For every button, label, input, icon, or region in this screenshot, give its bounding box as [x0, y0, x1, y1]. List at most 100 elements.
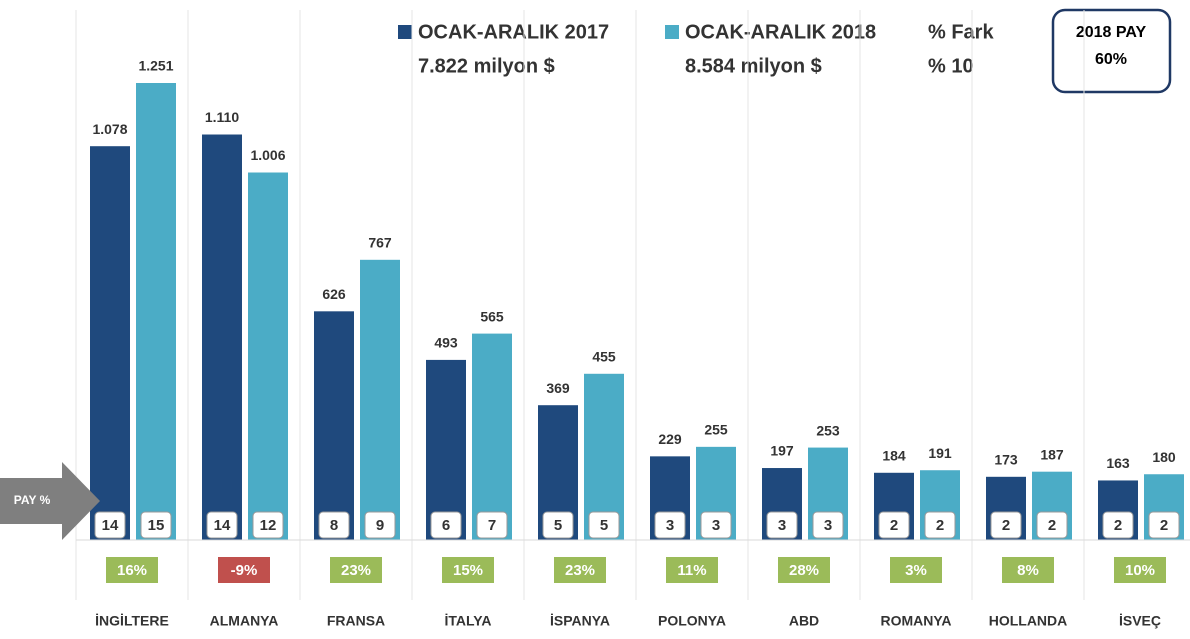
- legend-swatch: [398, 25, 412, 39]
- category-label: İSVEÇ: [1119, 613, 1161, 629]
- change-label: 16%: [117, 562, 147, 579]
- pay-box: [700, 511, 732, 539]
- value-label: 626: [322, 286, 346, 302]
- bar: [472, 333, 512, 540]
- pay-value: 14: [102, 517, 119, 534]
- value-label: 253: [816, 422, 840, 438]
- pay-value: 3: [712, 517, 720, 534]
- value-label: 184: [882, 447, 906, 463]
- pay-box: [542, 511, 574, 539]
- category-label: İNGİLTERE: [95, 613, 169, 629]
- pay-box: [140, 511, 172, 539]
- pay-box: [94, 511, 126, 539]
- bar: [90, 146, 130, 540]
- value-label: 1.110: [205, 109, 239, 125]
- change-label: 23%: [565, 562, 595, 579]
- pay-box: [1148, 511, 1180, 539]
- category-label: HOLLANDA: [989, 613, 1068, 629]
- share-box: [1051, 8, 1172, 94]
- bar: [202, 134, 242, 540]
- pay-label: PAY %: [14, 493, 51, 507]
- change-label: 3%: [905, 562, 927, 579]
- bar: [426, 359, 466, 540]
- pay-value: 2: [936, 517, 944, 534]
- category-label: ABD: [789, 613, 819, 629]
- pay-value: 2: [1114, 517, 1122, 534]
- pay-value: 6: [442, 517, 450, 534]
- bar: [314, 311, 354, 540]
- pay-box: [812, 511, 844, 539]
- pay-box: [476, 511, 508, 539]
- change-label: 28%: [789, 562, 819, 579]
- category-label: İSPANYA: [550, 613, 610, 629]
- change-box: [1002, 557, 1054, 583]
- change-box: [666, 557, 718, 583]
- legend-change-total: % 10: [928, 55, 974, 77]
- pay-box: [924, 511, 956, 539]
- value-label: 369: [546, 380, 570, 396]
- pay-value: 2: [890, 517, 898, 534]
- change-label: 15%: [453, 562, 483, 579]
- value-label: 163: [1106, 455, 1130, 471]
- pay-box: [878, 511, 910, 539]
- change-box: [442, 557, 494, 583]
- legend-change: % Fark: [928, 21, 994, 43]
- change-box: [1114, 557, 1166, 583]
- value-label: 229: [658, 431, 682, 447]
- pay-box: [766, 511, 798, 539]
- pay-value: 5: [554, 517, 562, 534]
- pay-value: 2: [1048, 517, 1056, 534]
- pay-box: [1036, 511, 1068, 539]
- change-box: [890, 557, 942, 583]
- pay-box: [252, 511, 284, 539]
- change-label: -9%: [231, 562, 258, 579]
- change-label: 8%: [1017, 562, 1039, 579]
- value-label: 1.251: [138, 58, 173, 74]
- pay-value: 2: [1160, 517, 1168, 534]
- bar: [136, 83, 176, 540]
- value-label: 191: [928, 445, 952, 461]
- pay-value: 15: [148, 517, 165, 534]
- change-box: [330, 557, 382, 583]
- change-box: [554, 557, 606, 583]
- pay-box: [588, 511, 620, 539]
- legend-swatch: [665, 25, 679, 39]
- value-label: 1.078: [92, 121, 127, 137]
- change-box: [218, 557, 270, 583]
- pay-box: [364, 511, 396, 539]
- pay-box: [654, 511, 686, 539]
- pay-value: 8: [330, 517, 338, 534]
- value-label: 565: [480, 308, 504, 324]
- share-box-title: 2018 PAY: [1076, 24, 1147, 41]
- value-label: 1.006: [250, 147, 285, 163]
- change-box: [106, 557, 158, 583]
- change-label: 10%: [1125, 562, 1155, 579]
- value-label: 767: [368, 235, 392, 251]
- value-label: 180: [1152, 449, 1176, 465]
- change-label: 11%: [677, 562, 706, 579]
- pay-value: 5: [600, 517, 608, 534]
- category-label: ALMANYA: [210, 613, 279, 629]
- change-box: [778, 557, 830, 583]
- legend-total: 7.822 milyon $: [418, 55, 555, 77]
- legend-total: 8.584 milyon $: [685, 55, 822, 77]
- pay-box: [990, 511, 1022, 539]
- bar: [248, 172, 288, 540]
- pay-value: 3: [824, 517, 832, 534]
- value-label: 173: [994, 452, 1018, 468]
- value-label: 255: [704, 422, 728, 438]
- pay-value: 3: [666, 517, 674, 534]
- legend-label: OCAK-ARALIK 2018: [685, 21, 876, 43]
- pay-box: [206, 511, 238, 539]
- category-label: İTALYA: [445, 613, 492, 629]
- value-label: 197: [770, 443, 794, 459]
- bar: [360, 259, 400, 540]
- change-label: 23%: [341, 562, 371, 579]
- category-label: POLONYA: [658, 613, 726, 629]
- pay-box: [1102, 511, 1134, 539]
- legend-label: OCAK-ARALIK 2017: [418, 21, 609, 43]
- pay-value: 2: [1002, 517, 1010, 534]
- pay-value: 7: [488, 517, 496, 534]
- category-label: FRANSA: [327, 613, 385, 629]
